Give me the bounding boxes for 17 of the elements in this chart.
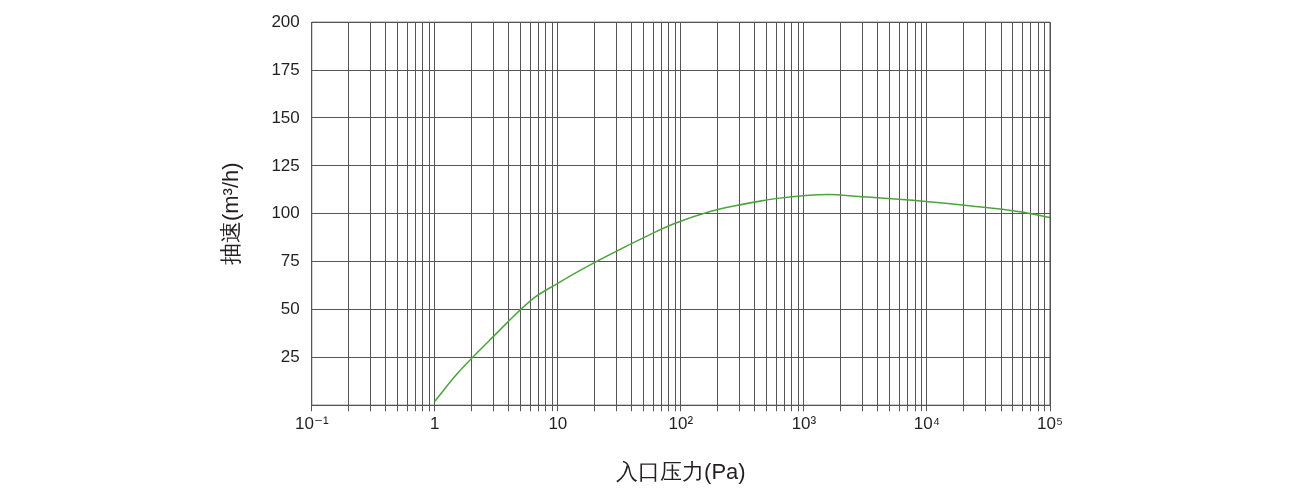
y-tick-label: 25 [280,347,300,367]
y-tick-label: 50 [280,299,300,319]
x-tick-label: 10 [548,414,568,434]
y-tick-label: 125 [271,155,300,175]
x-tick-label: 10⁻¹ [294,414,329,434]
y-tick-label: 200 [271,11,300,31]
y-tick-label: 100 [271,203,300,223]
x-axis-title: 入口压力(Pa) [616,458,746,484]
x-tick-label: 10⁵ [1037,414,1063,434]
x-tick-label: 10² [668,414,694,434]
y-tick-label: 150 [271,107,300,127]
y-axis-title: 抽速(m³/h) [218,162,244,266]
x-tick-label: 10³ [791,414,817,434]
x-tick-label: 10⁴ [913,414,941,434]
y-tick-label: 175 [271,59,300,79]
x-tick-label: 1 [430,414,440,434]
y-tick-label: 75 [280,251,300,271]
